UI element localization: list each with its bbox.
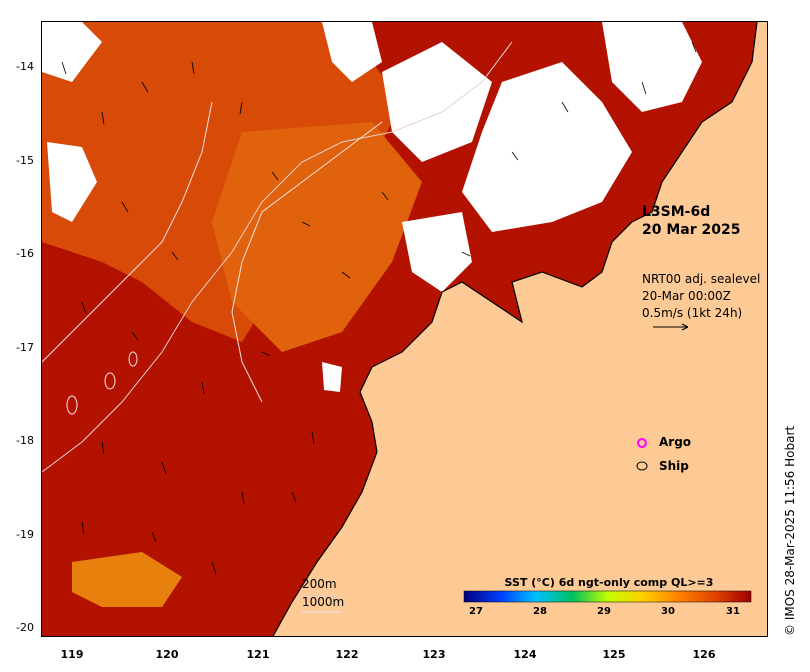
lon-tick-label: 126 [692,648,716,661]
lat-tick-label: -18 [16,434,34,447]
cloud-gap [382,42,492,162]
current-scale: 0.5m/s (1kt 24h) [642,306,743,320]
argo-marker-icon [637,438,647,448]
lat-tick-label: -14 [16,60,34,73]
colorbar-tick: 28 [533,606,547,617]
lon-tick-label: 121 [246,648,270,661]
scale-label-1000m: 1000m [302,595,345,609]
lon-tick-label: 123 [422,648,446,661]
colorbar-tick: 30 [661,606,675,617]
sst-map [42,22,767,636]
land-area [273,22,767,636]
lon-tick-label: 119 [60,648,84,661]
product-date: 20 Mar 2025 [642,222,741,238]
scale-label-200m: 200m [302,577,337,591]
map-panel[interactable]: L3SM-6d 20 Mar 2025 NRT00 adj. sealevel … [41,21,768,637]
sst-warm-patch [212,122,422,352]
sst-warm-patch [42,22,402,342]
lat-tick-label: -20 [16,621,34,634]
seamount-contour [66,395,78,415]
cloud-gap [322,362,342,392]
product-label: L3SM-6d 20 Mar 2025 [642,203,740,239]
lat-tick-label: -15 [16,154,34,167]
imos-credit: © IMOS 28-Mar-2025 11:56 Hobart [783,425,797,636]
contour-1000m [42,101,213,363]
colorbar-tick: 29 [597,606,611,617]
lon-tick-label: 125 [602,648,626,661]
colorbar [463,590,752,603]
cloud-gap [462,62,632,232]
current-info: NRT00 adj. sealevel 20-Mar 00:00Z 0.5m/s… [642,271,760,322]
cloud-gap [47,142,97,222]
cloud-gap [42,22,102,82]
legend-argo: Argo [659,435,692,449]
colorbar-tick: 31 [726,606,740,617]
ship-marker-icon [636,461,648,471]
current-source: NRT00 adj. sealevel [642,272,761,286]
seamount-contour [104,372,116,390]
colorbar-tick: 27 [469,606,483,617]
lat-tick-label: -19 [16,528,34,541]
lat-tick-label: -16 [16,247,34,260]
lon-tick-label: 122 [335,648,359,661]
legend-ship: Ship [659,459,689,473]
coastline [272,22,758,636]
current-time: 20-Mar 00:00Z [642,289,731,303]
product-name: L3SM-6d [642,204,711,220]
cloud-gap [322,22,382,82]
current-scale-arrow [653,323,689,331]
current-vectors [61,41,697,575]
lon-tick-label: 124 [513,648,537,661]
cloud-gap [402,212,472,292]
lat-tick-label: -17 [16,341,34,354]
seamount-contour [128,351,138,367]
colorbar-title: SST (°C) 6d ngt-only comp QL>=3 [504,576,714,589]
sst-warm-patch [72,552,182,607]
contour-1000m [231,121,383,403]
lon-tick-label: 120 [155,648,179,661]
contour-200m [42,41,513,473]
cloud-gap [602,22,702,112]
